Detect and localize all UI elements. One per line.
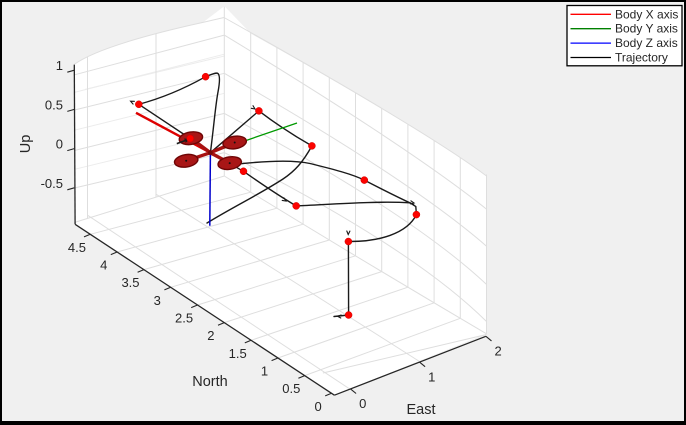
svg-text:2.5: 2.5 [175, 311, 193, 326]
svg-text:0: 0 [314, 399, 321, 414]
svg-text:Body Z axis: Body Z axis [615, 36, 678, 50]
svg-text:Up: Up [18, 135, 34, 154]
svg-text:-0.5: -0.5 [41, 176, 63, 191]
svg-text:East: East [406, 402, 435, 418]
svg-text:4.5: 4.5 [68, 240, 86, 255]
svg-text:0: 0 [56, 137, 63, 152]
svg-text:0.5: 0.5 [45, 97, 63, 112]
svg-text:0: 0 [359, 396, 366, 411]
svg-text:0.5: 0.5 [282, 381, 300, 396]
svg-text:1.5: 1.5 [229, 346, 247, 361]
svg-text:North: North [192, 374, 227, 390]
svg-text:2: 2 [494, 344, 501, 359]
svg-text:2: 2 [207, 328, 214, 343]
svg-text:3: 3 [154, 293, 161, 308]
svg-text:4: 4 [100, 258, 107, 273]
svg-text:1: 1 [56, 58, 63, 73]
svg-text:3.5: 3.5 [121, 275, 139, 290]
svg-text:Body Y axis: Body Y axis [615, 22, 678, 36]
svg-text:1: 1 [261, 364, 268, 379]
svg-text:Trajectory: Trajectory [615, 51, 668, 65]
svg-text:1: 1 [428, 369, 435, 384]
svg-text:Body X axis: Body X axis [615, 7, 678, 21]
